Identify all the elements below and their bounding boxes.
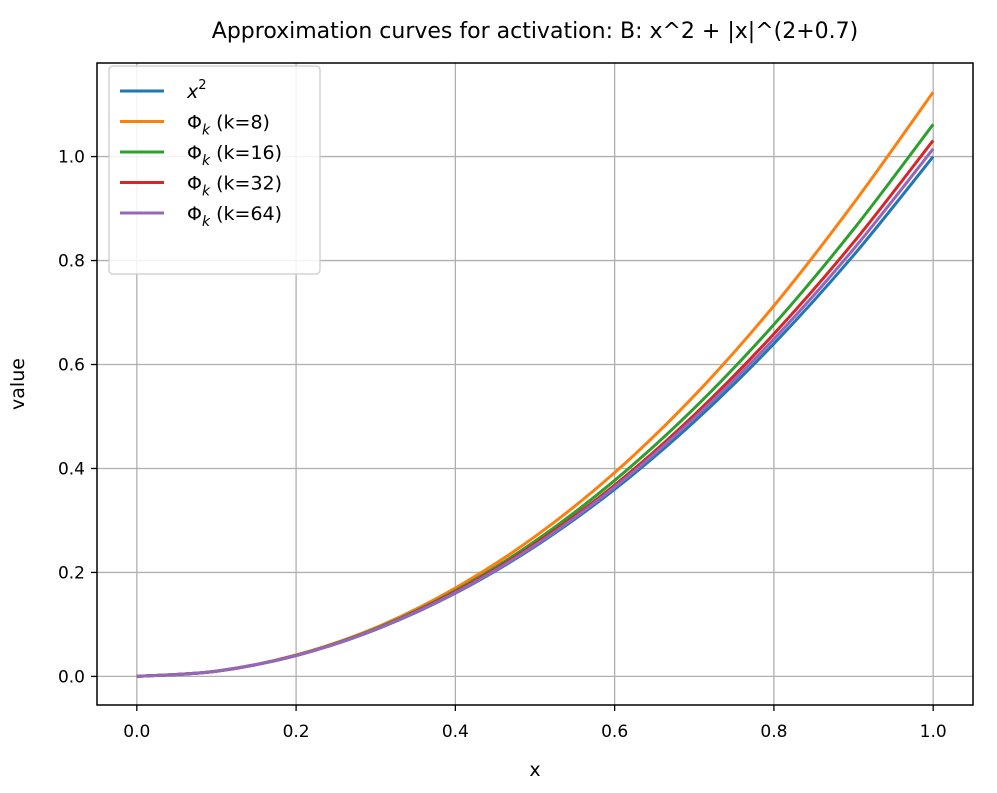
series-layer xyxy=(136,91,935,678)
y-tick-label: 0.0 xyxy=(58,667,85,687)
chart-title: Approximation curves for activation: B: … xyxy=(212,19,858,44)
x-tick-label: 0.4 xyxy=(442,722,469,742)
legend-label-0: x2 xyxy=(186,78,207,103)
x-tick-label: 1.0 xyxy=(920,722,947,742)
axis-ticks: 0.0 0.2 0.4 0.6 0.8 1.0 0.0 0.2 0.4 0.6 0.8 1.0 xyxy=(58,148,947,742)
y-tick-label: 0.4 xyxy=(58,459,85,479)
legend-box xyxy=(108,65,321,275)
legend: x2 Φk (k=8) Φk (k=16) Φk (k=32) Φk (k=64) xyxy=(108,65,321,275)
x-tick-label: 0.6 xyxy=(601,722,628,742)
x-tick-label: 0.8 xyxy=(760,722,787,742)
y-tick-label: 0.8 xyxy=(58,252,85,272)
y-tick-label: 0.6 xyxy=(58,356,85,376)
legend-label-3: Φk (k=32) xyxy=(187,173,282,200)
y-tick-label: 0.2 xyxy=(58,563,85,583)
legend-label-1: Φk (k=8) xyxy=(187,112,270,139)
legend-label-4: Φk (k=64) xyxy=(187,203,282,230)
x-axis-label: x xyxy=(529,759,540,781)
y-axis-label: value xyxy=(7,358,29,410)
y-tick-label: 1.0 xyxy=(58,148,85,168)
legend-label-2: Φk (k=16) xyxy=(187,142,282,169)
x-tick-label: 0.2 xyxy=(283,722,310,742)
x-tick-label: 0.0 xyxy=(123,722,150,742)
series-line-4 xyxy=(136,147,935,678)
plot-frame xyxy=(96,62,974,706)
